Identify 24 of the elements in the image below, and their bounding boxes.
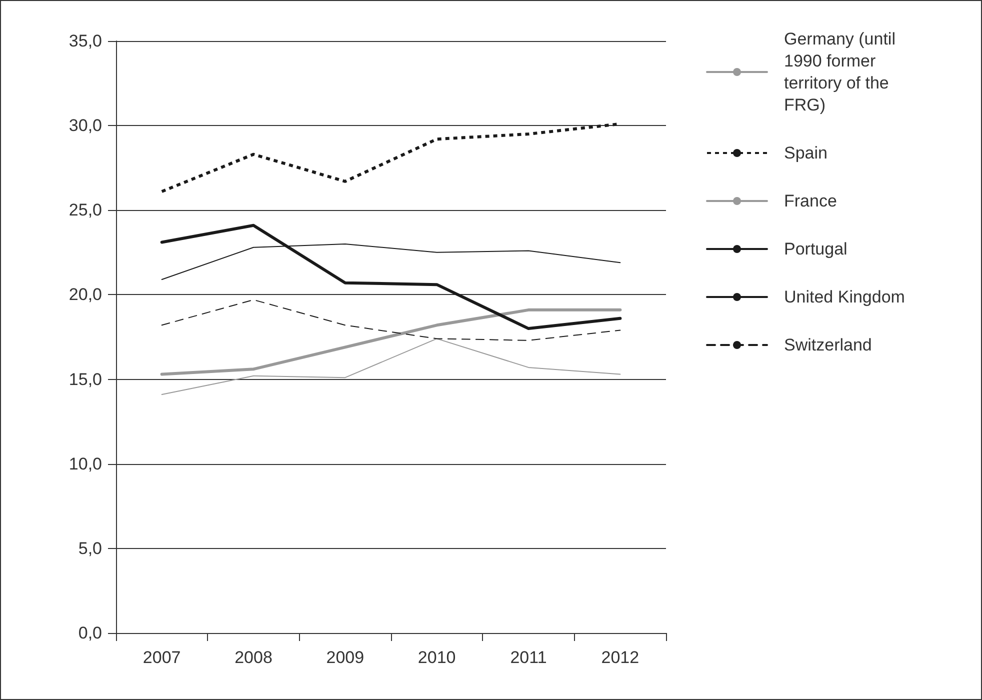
legend-label: Portugal bbox=[784, 240, 848, 258]
y-tick-label: 25,0 bbox=[68, 200, 102, 220]
x-tick-label: 2008 bbox=[234, 648, 272, 667]
legend-label: United Kingdom bbox=[784, 288, 905, 306]
legend-label: Germany (until 1990 former territory of the FRG) bbox=[784, 30, 900, 114]
line-series bbox=[161, 338, 621, 396]
y-tick-label: 20,0 bbox=[68, 285, 102, 304]
line-series bbox=[161, 299, 621, 341]
y-tick-label: 5,0 bbox=[78, 538, 102, 558]
y-tick-label: 15,0 bbox=[68, 370, 102, 389]
y-tick-label: 35,0 bbox=[68, 32, 102, 50]
legend-label: France bbox=[784, 192, 837, 210]
y-tick-label: 0,0 bbox=[78, 624, 102, 642]
line-series bbox=[160, 224, 622, 330]
x-tick-label: 2012 bbox=[601, 648, 640, 667]
y-tick-label: 30,0 bbox=[68, 116, 102, 136]
legend-label: Switzerland bbox=[784, 336, 872, 354]
y-tick-label: 10,0 bbox=[68, 454, 102, 474]
legend-label: Spain bbox=[784, 144, 828, 162]
x-tick-label: 2011 bbox=[510, 648, 547, 667]
x-tick-label: 2010 bbox=[418, 648, 456, 667]
x-tick-label: 2007 bbox=[142, 648, 181, 667]
x-tick-label: 2009 bbox=[326, 648, 364, 667]
line-series bbox=[160, 308, 622, 376]
